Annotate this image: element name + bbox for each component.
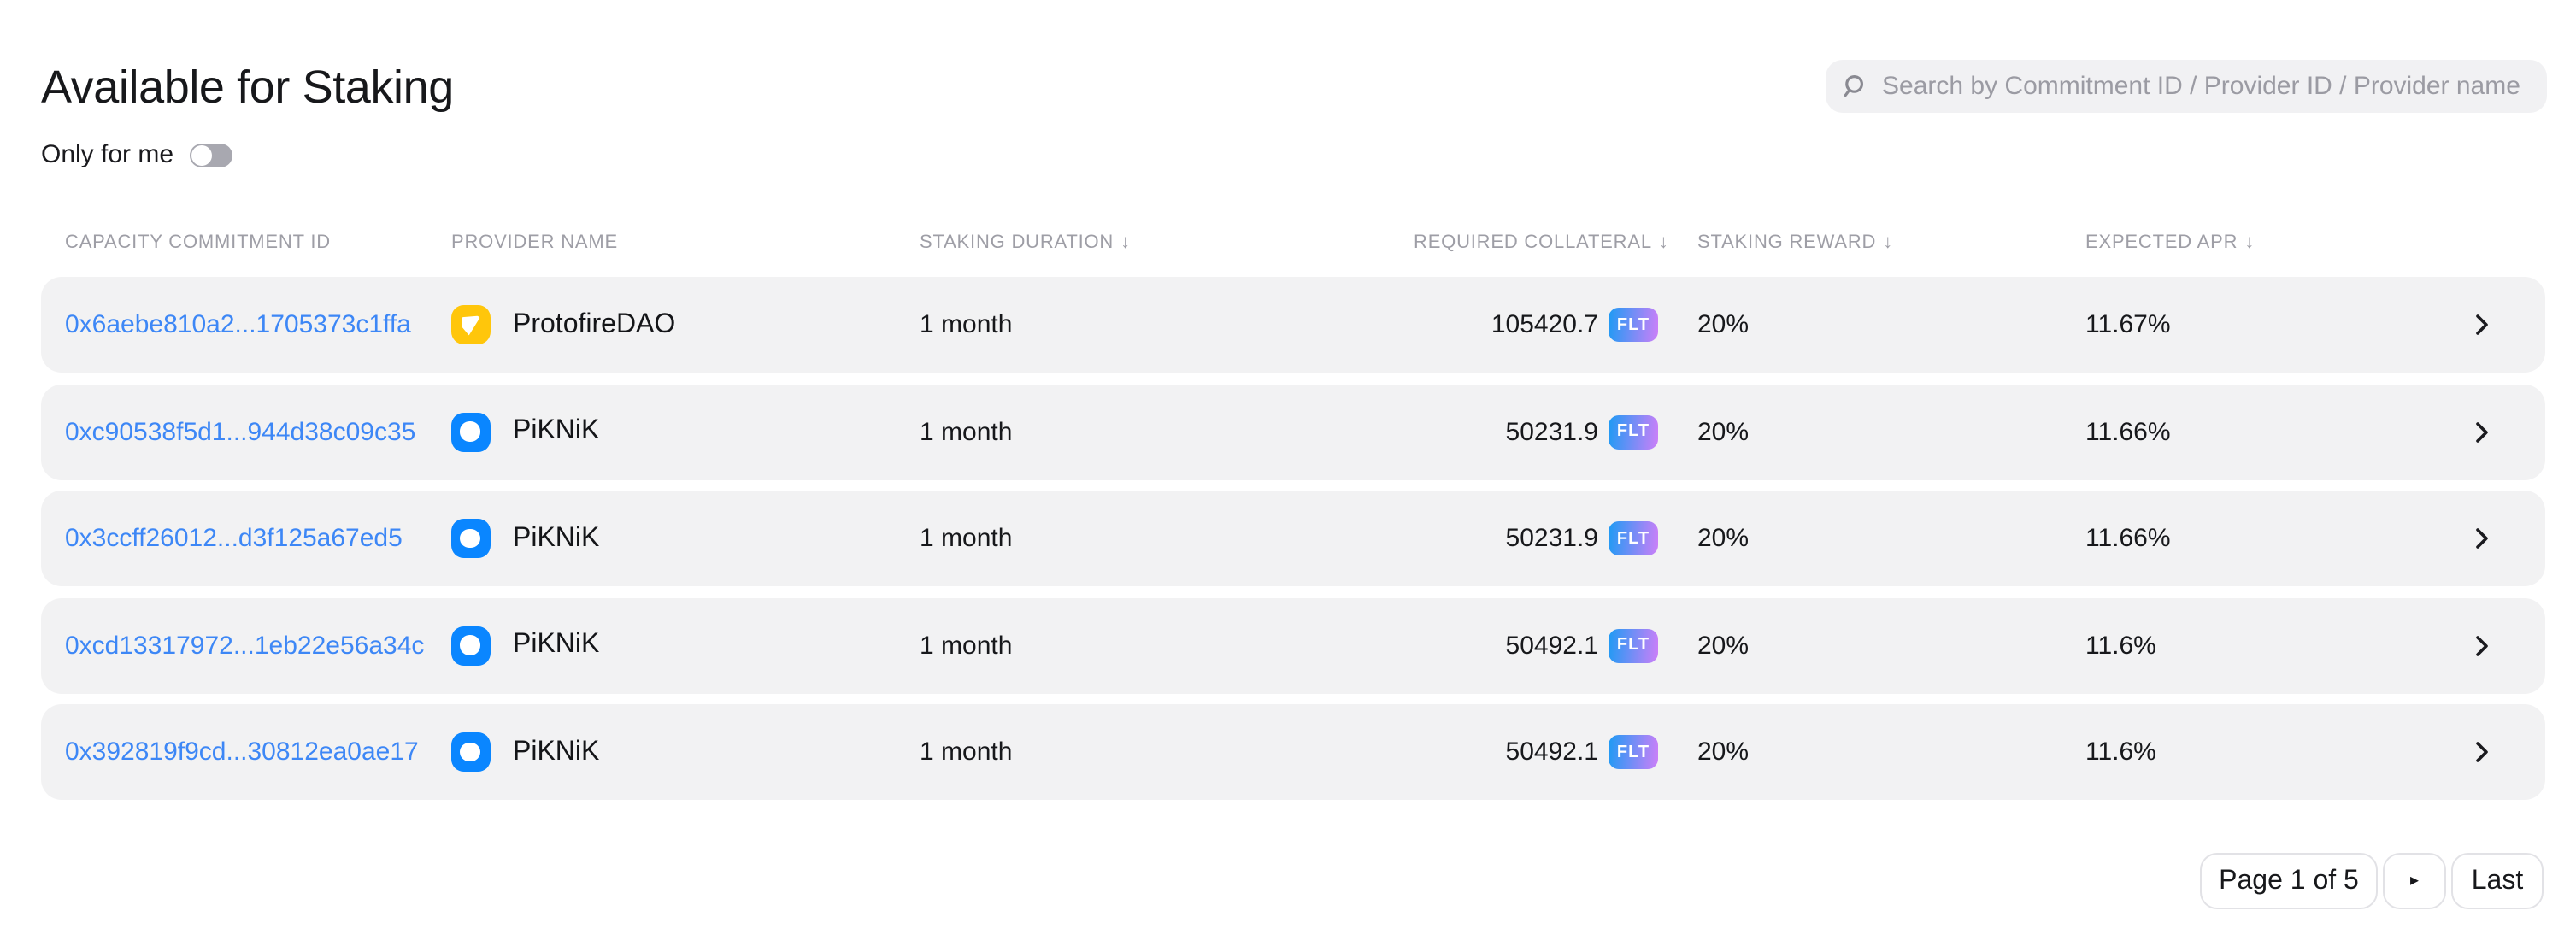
- page-title: Available for Staking: [41, 62, 454, 113]
- piknik-logo-icon: [451, 412, 491, 451]
- column-header-staking-duration[interactable]: STAKING DURATION ↓: [920, 232, 1131, 253]
- piknik-logo-icon: [451, 519, 491, 558]
- commitment-id-link[interactable]: 0xc90538f5d1...944d38c09c35: [65, 417, 416, 446]
- provider-name: ProtofireDAO: [513, 309, 676, 338]
- required-collateral-value: 50231.9: [1505, 417, 1598, 446]
- column-header-staking-reward[interactable]: STAKING REWARD ↓: [1697, 232, 1894, 253]
- row-chevron-right-icon[interactable]: [2475, 420, 2502, 443]
- next-page-icon: ▸: [2409, 872, 2420, 890]
- row-chevron-right-icon[interactable]: [2475, 741, 2502, 763]
- sort-desc-icon: ↓: [1120, 232, 1131, 253]
- table-row[interactable]: 0x6aebe810a2...1705373c1ffa ProtofireDAO…: [41, 277, 2545, 373]
- row-chevron-right-icon[interactable]: [2475, 527, 2502, 549]
- only-for-me-filter: Only for me: [41, 140, 232, 169]
- flt-token-badge: FLT: [1609, 414, 1658, 449]
- provider-name: PiKNiK: [513, 737, 600, 766]
- provider-cell: PiKNiK: [451, 519, 599, 558]
- commitment-id-link[interactable]: 0x3ccff26012...d3f125a67ed5: [65, 524, 403, 553]
- provider-cell: PiKNiK: [451, 732, 599, 772]
- column-header-provider-name: PROVIDER NAME: [451, 232, 618, 253]
- search-input[interactable]: [1882, 72, 2530, 101]
- expected-apr-value: 11.6%: [2085, 738, 2156, 767]
- only-for-me-toggle[interactable]: [189, 143, 232, 167]
- staking-table-body: 0x6aebe810a2...1705373c1ffa ProtofireDAO…: [41, 277, 2545, 811]
- sort-desc-icon: ↓: [2244, 232, 2255, 253]
- column-header-expected-apr[interactable]: EXPECTED APR ↓: [2085, 232, 2255, 253]
- next-page-button[interactable]: ▸: [2383, 853, 2446, 909]
- table-header: CAPACITY COMMITMENT ID PROVIDER NAME STA…: [41, 232, 2545, 258]
- staking-duration-value: 1 month: [920, 738, 1013, 767]
- staking-reward-value: 20%: [1697, 417, 1750, 446]
- column-header-required-collateral[interactable]: REQUIRED COLLATERAL ↓: [1414, 232, 1669, 253]
- search-box[interactable]: [1826, 60, 2547, 113]
- table-row[interactable]: 0xcd13317972...1eb22e56a34c PiKNiK 1 mon…: [41, 597, 2545, 693]
- table-row[interactable]: 0xc90538f5d1...944d38c09c35 PiKNiK 1 mon…: [41, 384, 2545, 479]
- row-chevron-right-icon[interactable]: [2475, 634, 2502, 656]
- flt-token-badge: FLT: [1609, 628, 1658, 662]
- provider-cell: PiKNiK: [451, 412, 599, 451]
- column-header-capacity-commitment-id: CAPACITY COMMITMENT ID: [65, 232, 331, 253]
- required-collateral-value: 50492.1: [1505, 738, 1598, 767]
- flt-token-badge: FLT: [1609, 521, 1658, 555]
- commitment-id-link[interactable]: 0x392819f9cd...30812ea0ae17: [65, 738, 419, 767]
- staking-reward-value: 20%: [1697, 524, 1750, 553]
- last-page-button[interactable]: Last: [2451, 853, 2544, 909]
- commitment-id-link[interactable]: 0x6aebe810a2...1705373c1ffa: [65, 310, 411, 339]
- toggle-knob: [191, 144, 212, 165]
- row-chevron-right-icon[interactable]: [2475, 314, 2502, 336]
- page-indicator-button[interactable]: Page 1 of 5: [2200, 853, 2378, 909]
- provider-name: PiKNiK: [513, 523, 600, 552]
- staking-reward-value: 20%: [1697, 631, 1750, 660]
- expected-apr-value: 11.66%: [2085, 524, 2171, 553]
- protofire-logo-icon: [451, 305, 491, 344]
- piknik-logo-icon: [451, 626, 491, 665]
- required-collateral-value: 50492.1: [1505, 631, 1598, 660]
- staking-reward-value: 20%: [1697, 738, 1750, 767]
- pagination: Page 1 of 5 ▸ Last: [2200, 853, 2544, 909]
- staking-duration-value: 1 month: [920, 524, 1013, 553]
- staking-duration-value: 1 month: [920, 631, 1013, 660]
- provider-name: PiKNiK: [513, 416, 600, 445]
- expected-apr-value: 11.67%: [2085, 310, 2171, 339]
- commitment-id-link[interactable]: 0xcd13317972...1eb22e56a34c: [65, 631, 425, 660]
- expected-apr-value: 11.6%: [2085, 631, 2156, 660]
- piknik-logo-icon: [451, 732, 491, 772]
- provider-name: PiKNiK: [513, 630, 600, 659]
- staking-duration-value: 1 month: [920, 417, 1013, 446]
- flt-token-badge: FLT: [1609, 308, 1658, 342]
- only-for-me-label: Only for me: [41, 140, 174, 169]
- table-row[interactable]: 0x392819f9cd...30812ea0ae17 PiKNiK 1 mon…: [41, 704, 2545, 800]
- provider-cell: ProtofireDAO: [451, 305, 675, 344]
- flt-token-badge: FLT: [1609, 735, 1658, 769]
- staking-duration-value: 1 month: [920, 310, 1013, 339]
- required-collateral-value: 50231.9: [1505, 524, 1598, 553]
- sort-desc-icon: ↓: [1883, 232, 1894, 253]
- provider-cell: PiKNiK: [451, 626, 599, 665]
- magnifier-icon: [1844, 74, 1864, 97]
- sort-desc-icon: ↓: [1658, 232, 1669, 253]
- staking-reward-value: 20%: [1697, 310, 1750, 339]
- table-row[interactable]: 0x3ccff26012...d3f125a67ed5 PiKNiK 1 mon…: [41, 491, 2545, 586]
- required-collateral-value: 105420.7: [1491, 310, 1598, 339]
- expected-apr-value: 11.66%: [2085, 417, 2171, 446]
